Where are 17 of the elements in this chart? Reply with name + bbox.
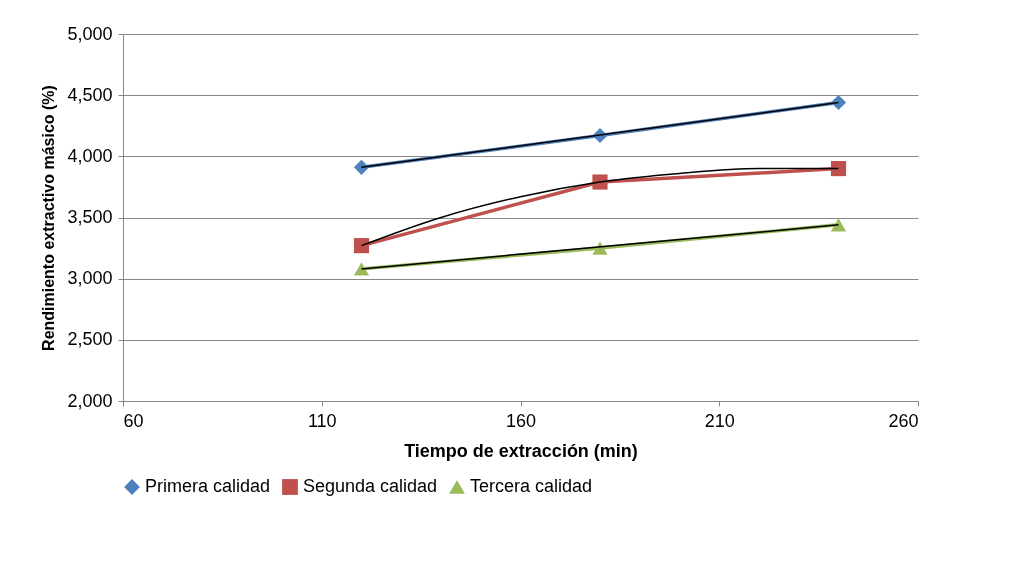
y-tick-label: 3,500 [67, 207, 113, 227]
x-tick-label: 110 [307, 410, 337, 431]
legend-label: Segunda calidad [303, 476, 438, 496]
legend-label: Tercera calidad [470, 476, 593, 496]
y-tick-label: 2,500 [67, 329, 113, 350]
y-tick-label: 2,000 [67, 390, 113, 411]
x-tick-label: 210 [704, 410, 735, 431]
y-tick-label: 3,000 [67, 268, 113, 289]
x-tick-label: 260 [888, 410, 919, 431]
legend-label: Primera calidad [145, 476, 271, 496]
y-tick-label: 4,000 [67, 145, 113, 166]
y-tick-label: 5,000 [67, 23, 113, 44]
y-axis-title: Rendimiento extractivo másico (%) [40, 85, 58, 351]
x-tick-label: 160 [505, 410, 537, 431]
y-tick-label: 4,500 [67, 84, 113, 105]
x-tick-label: 60 [123, 410, 144, 431]
x-axis-title: Tiempo de extracción (min) [404, 440, 638, 461]
